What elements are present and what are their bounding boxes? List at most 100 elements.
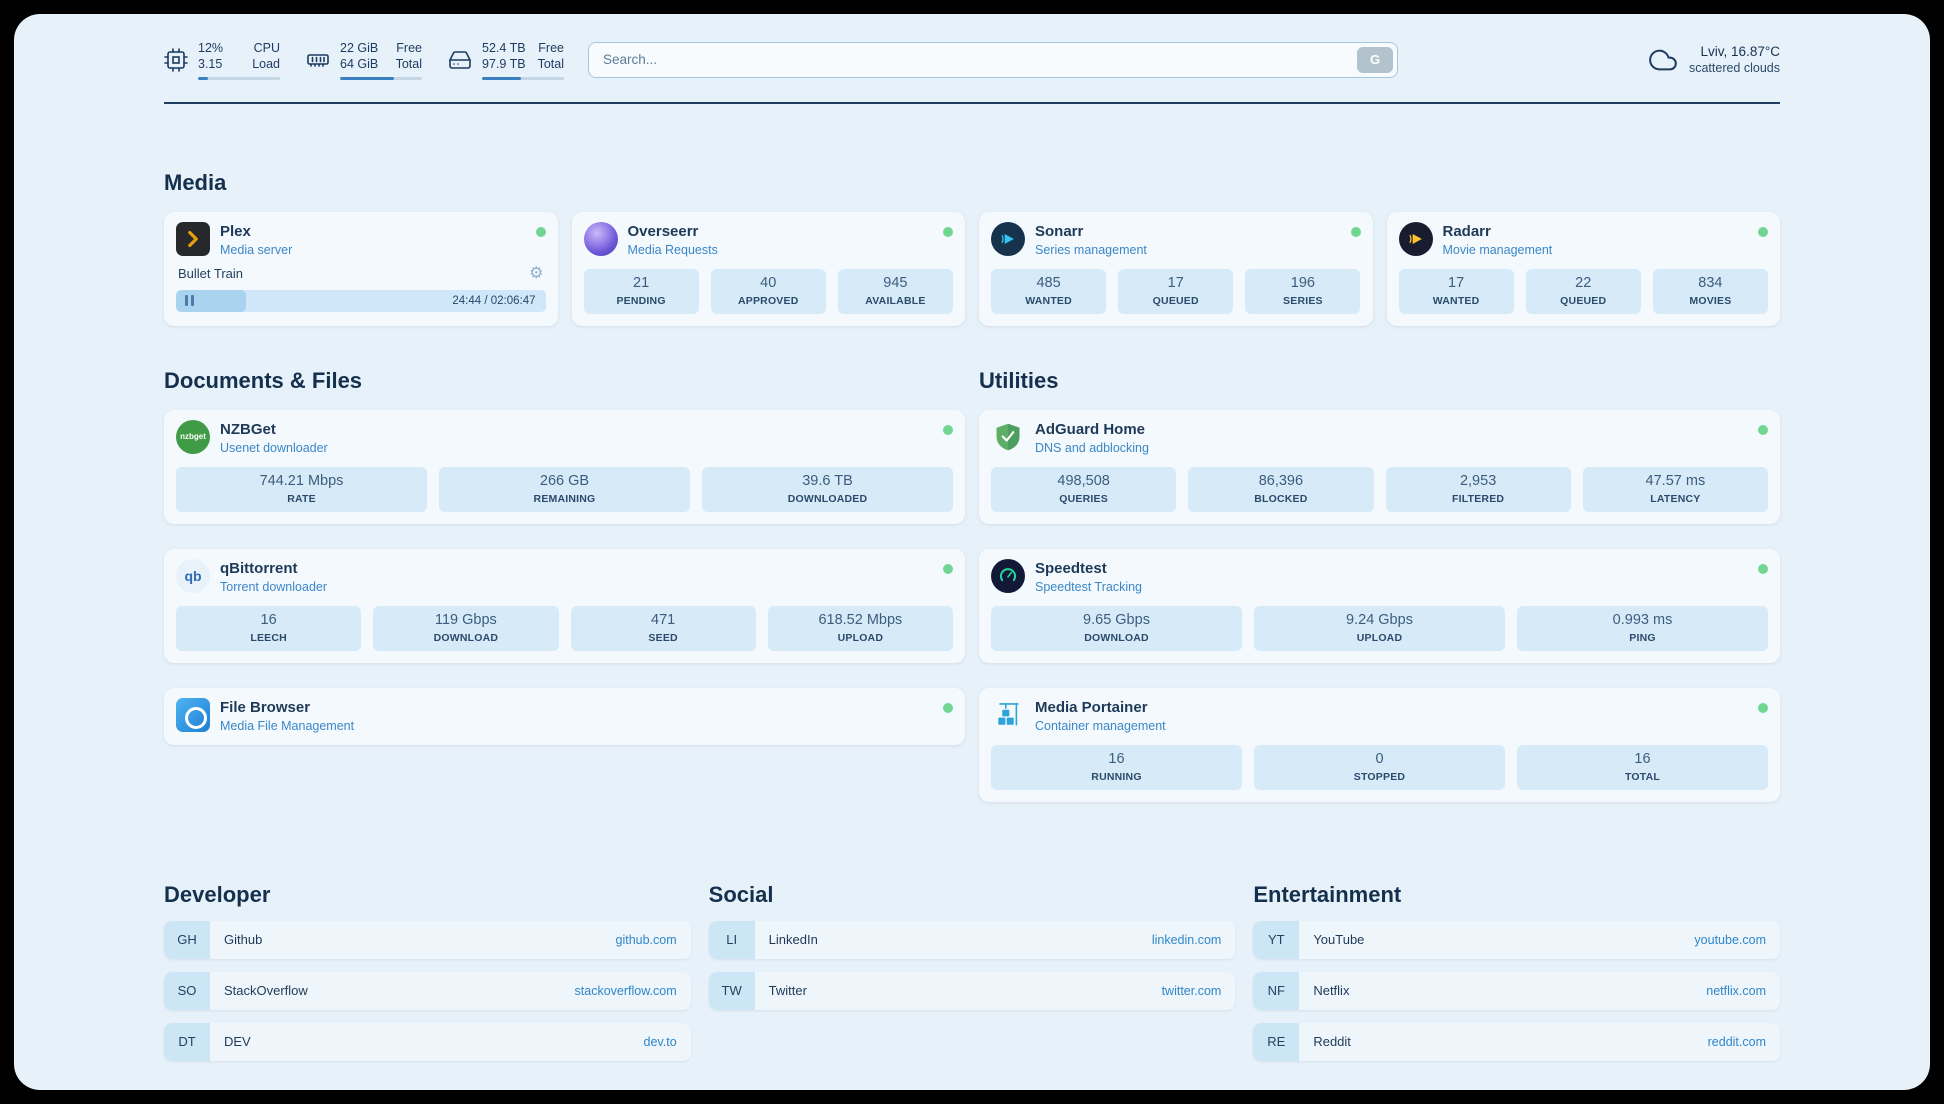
stat-value: 0.993 ms: [1612, 611, 1673, 628]
cpu-icon: [164, 47, 188, 72]
playback-time: 24:44 / 02:06:47: [452, 294, 536, 307]
stat-latency: 47.57 ms LATENCY: [1582, 466, 1768, 512]
cpu-usage-label: CPU: [253, 41, 280, 55]
stat-label: QUEUED: [1152, 294, 1199, 307]
filebrowser-icon: [176, 697, 210, 732]
stat-value: 618.52 Mbps: [818, 611, 903, 628]
service-card-adguard[interactable]: AdGuard Home DNS and adblocking 498,508 Q…: [979, 409, 1780, 524]
stat-label: MOVIES: [1689, 294, 1732, 307]
status-dot: [1758, 424, 1768, 435]
service-card-filebrowser[interactable]: File Browser Media File Management: [164, 687, 965, 745]
bookmark-reddit[interactable]: RE Reddit reddit.com: [1253, 1022, 1780, 1061]
service-card-overseerr[interactable]: Overseerr Media Requests 21 PENDING 40 APP…: [571, 211, 965, 326]
bookmark-abbr: TW: [708, 971, 755, 1010]
bookmark-url: twitter.com: [1161, 983, 1222, 998]
section-title-utilities: Utilities: [979, 367, 1059, 393]
service-subtitle: Container management: [1035, 718, 1166, 733]
stat-available: 945 AVAILABLE: [837, 268, 953, 314]
stat-value: 2,953: [1459, 472, 1497, 489]
stat-value: 39.6 TB: [802, 472, 853, 489]
stat-upload: 9.24 Gbps UPLOAD: [1254, 605, 1505, 651]
stat-running: 16 RUNNING: [991, 744, 1242, 790]
service-name: AdGuard Home: [1035, 420, 1146, 438]
service-card-speedtest[interactable]: Speedtest Speedtest Tracking 9.65 Gbps DO…: [979, 548, 1780, 663]
stat-value: 86,396: [1258, 472, 1304, 489]
service-name: Radarr: [1442, 222, 1491, 240]
stat-value: 471: [651, 611, 676, 628]
status-dot: [1350, 226, 1361, 237]
pause-icon[interactable]: [185, 295, 194, 306]
search-provider-button[interactable]: G: [1357, 46, 1393, 73]
bookmark-twitter[interactable]: TW Twitter twitter.com: [708, 971, 1236, 1010]
stat-label: QUEUED: [1560, 294, 1607, 307]
stat-value: 22: [1575, 274, 1592, 291]
service-subtitle: Speedtest Tracking: [1035, 579, 1143, 594]
stat-label: BLOCKED: [1254, 492, 1308, 505]
section-documents: Documents & Files nzbget NZBGet Usenet d…: [164, 368, 965, 745]
section-utilities: Utilities AdGuard Home DNS and adblockin…: [979, 368, 1780, 802]
status-dot: [1758, 563, 1768, 574]
speedtest-icon: [991, 558, 1025, 593]
stat-label: QUERIES: [1059, 492, 1108, 505]
bookmark-netflix[interactable]: NF Netflix netflix.com: [1253, 971, 1780, 1010]
bookmark-dev[interactable]: DT DEV dev.to: [164, 1022, 691, 1061]
stat-wanted: 17 WANTED: [1398, 268, 1514, 314]
stat-label: LATENCY: [1650, 492, 1701, 505]
bookmark-name: StackOverflow: [224, 983, 308, 998]
bookmark-abbr: LI: [708, 920, 755, 959]
service-card-radarr[interactable]: Radarr Movie management 17 WANTED 22 QUEUE…: [1386, 211, 1780, 326]
search-input[interactable]: [588, 41, 1398, 78]
bookmark-linkedin[interactable]: LI LinkedIn linkedin.com: [708, 920, 1236, 959]
stat-label: SERIES: [1283, 294, 1323, 307]
stat-approved: 40 APPROVED: [710, 268, 826, 314]
stat-value: 119 Gbps: [434, 611, 497, 628]
section-title-documents: Documents & Files: [164, 367, 363, 393]
stat-label: TOTAL: [1624, 770, 1661, 783]
stat-value: 17: [1167, 274, 1184, 291]
stat-value: 40: [760, 274, 777, 291]
service-card-plex[interactable]: Plex Media server Bullet Train ⚙ 24:44 /…: [164, 211, 558, 326]
service-name: File Browser: [220, 698, 311, 716]
stat-label: APPROVED: [737, 294, 799, 307]
stat-label: UPLOAD: [837, 631, 884, 644]
service-name: Sonarr: [1035, 222, 1084, 240]
dashboard-window: 12% CPU 3.15 Load 22 GiB Free 64 GiB Total: [14, 14, 1930, 1090]
service-card-nzbget[interactable]: nzbget NZBGet Usenet downloader 744.21 M…: [164, 409, 965, 524]
bookmark-group-developer: Developer GH Github github.com SO StackO…: [164, 882, 691, 1061]
disk-free: 52.4 TB: [482, 41, 526, 55]
playback-progress-bar[interactable]: 24:44 / 02:06:47: [176, 289, 546, 312]
stat-movies: 834 MOVIES: [1652, 268, 1768, 314]
disk-total: 97.9 TB: [482, 57, 526, 72]
now-playing-title: Bullet Train: [178, 266, 244, 281]
bookmark-github[interactable]: GH Github github.com: [164, 920, 691, 959]
stat-label: WANTED: [1025, 294, 1072, 307]
stat-label: DOWNLOAD: [1084, 631, 1149, 644]
weather-location: Lviv, 16.87°C: [1700, 44, 1780, 60]
service-card-qbittorrent[interactable]: qb qBittorrent Torrent downloader 16 LEEC…: [164, 548, 965, 663]
service-card-sonarr[interactable]: Sonarr Series management 485 WANTED 17 QUE…: [979, 211, 1373, 326]
section-title-media: Media: [164, 169, 227, 195]
status-dot: [943, 226, 953, 237]
disk-free-label: Free: [538, 41, 564, 55]
service-subtitle: Media Requests: [627, 242, 718, 257]
stat-label: LEECH: [250, 631, 287, 644]
bookmark-stackoverflow[interactable]: SO StackOverflow stackoverflow.com: [164, 971, 691, 1010]
bookmark-name: Twitter: [768, 983, 807, 998]
bookmark-abbr: YT: [1253, 920, 1300, 959]
memory-free: 22 GiB: [340, 41, 379, 55]
bookmark-url: stackoverflow.com: [574, 983, 677, 998]
stat-value: 21: [633, 274, 650, 291]
section-title-social: Social: [708, 881, 774, 907]
service-card-portainer[interactable]: Media Portainer Container management 16 R…: [979, 687, 1780, 802]
stat-pending: 21 PENDING: [583, 268, 699, 314]
header-divider: [164, 101, 1780, 104]
cpu-progress-bar: [198, 76, 280, 80]
gear-icon[interactable]: ⚙: [529, 264, 544, 282]
service-subtitle: Media server: [220, 242, 293, 257]
bookmark-abbr: GH: [164, 920, 210, 959]
qbittorrent-icon: qb: [176, 558, 210, 593]
bookmark-url: dev.to: [643, 1034, 677, 1049]
bookmark-youtube[interactable]: YT YouTube youtube.com: [1253, 920, 1780, 959]
disk-widget: 52.4 TB Free 97.9 TB Total: [448, 40, 564, 80]
stat-label: FILTERED: [1452, 492, 1505, 505]
